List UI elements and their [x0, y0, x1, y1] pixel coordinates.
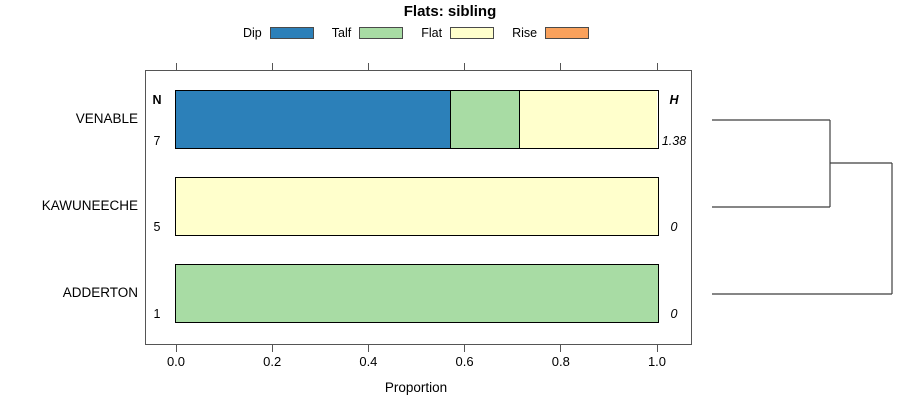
bar-kawuneeche	[174, 177, 659, 236]
legend-label: Dip	[243, 26, 262, 40]
h-value: 1.38	[661, 134, 687, 148]
axis-tick-top	[656, 63, 658, 70]
x-tick-label: 0.8	[551, 354, 570, 369]
axis-tick-bottom	[367, 345, 369, 352]
legend-label: Flat	[421, 26, 443, 40]
legend-label: Rise	[512, 26, 538, 40]
legend-item: Talf	[331, 26, 404, 40]
axis-tick-bottom	[464, 345, 466, 352]
legend-item: Rise	[512, 26, 590, 40]
axis-tick-top	[367, 63, 369, 70]
x-tick-label: 0.4	[359, 354, 378, 369]
category-label: KAWUNEECHE	[41, 198, 138, 213]
h-column-header: H	[669, 93, 679, 107]
axis-tick-bottom	[271, 345, 273, 352]
bar-adderton	[174, 264, 659, 323]
h-value: 0	[670, 220, 678, 234]
x-tick-label: 0.0	[166, 354, 186, 369]
legend-item: Dip	[243, 26, 314, 40]
legend-swatch	[450, 27, 495, 39]
bar-segment-flat	[519, 91, 658, 148]
n-column-header: N	[152, 93, 162, 107]
x-tick-label: 1.0	[647, 354, 667, 369]
axis-tick-bottom	[175, 345, 177, 352]
n-value: 5	[153, 220, 161, 234]
legend: Dip Talf Flat Rise	[243, 26, 590, 40]
axis-tick-top	[271, 63, 273, 70]
bar-segment-dip	[175, 91, 450, 148]
h-value: 0	[670, 307, 678, 321]
legend-label: Talf	[331, 26, 352, 40]
legend-item: Flat	[421, 26, 495, 40]
category-label: VENABLE	[75, 111, 138, 126]
legend-swatch	[359, 27, 404, 39]
category-label: ADDERTON	[62, 285, 138, 300]
chart-title: Flats: sibling	[403, 3, 497, 20]
axis-tick-bottom	[560, 345, 562, 352]
axis-tick-top	[560, 63, 562, 70]
axis-tick-top	[464, 63, 466, 70]
legend-swatch	[545, 27, 590, 39]
legend-swatch	[269, 27, 314, 39]
axis-tick-bottom	[656, 345, 658, 352]
n-value: 1	[153, 307, 161, 321]
x-tick-label: 0.2	[263, 354, 282, 369]
x-axis-label: Proportion	[384, 380, 448, 395]
x-tick-label: 0.6	[455, 354, 474, 369]
axis-tick-top	[175, 63, 177, 70]
bar-segment-talf	[175, 265, 658, 322]
bar-venable	[174, 90, 659, 149]
bar-segment-flat	[175, 178, 658, 235]
n-value: 7	[153, 134, 161, 148]
bar-segment-talf	[449, 91, 520, 148]
